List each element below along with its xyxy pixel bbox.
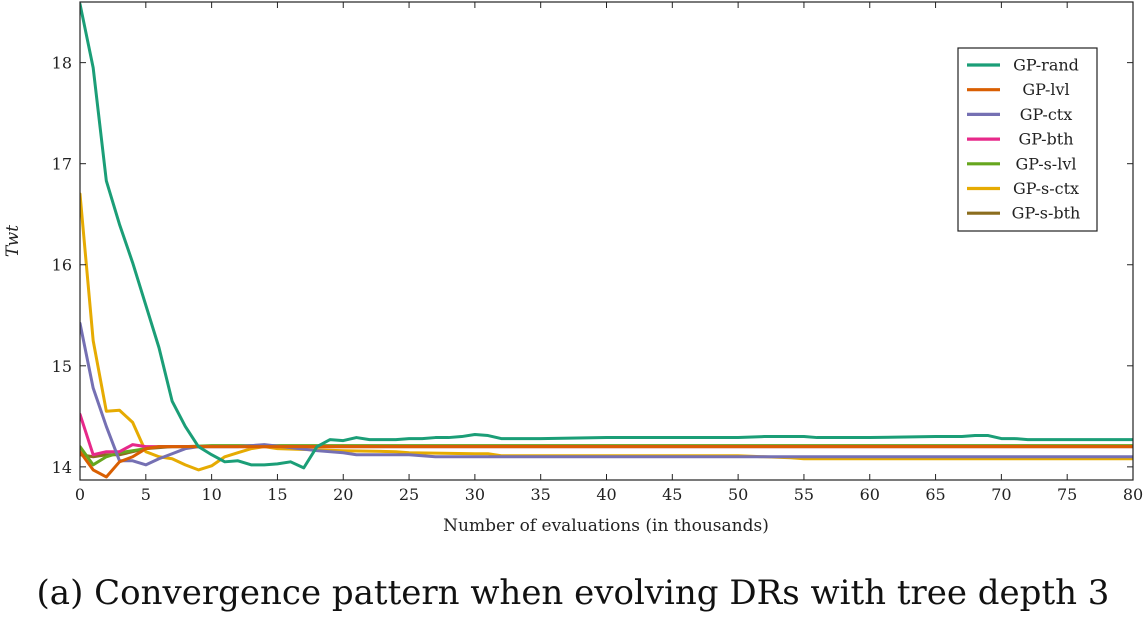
- legend-label-gp-s-lvl: GP-s-lvl: [1016, 154, 1077, 173]
- x-tick-label: 80: [1123, 485, 1143, 504]
- legend-label-gp-s-bth: GP-s-bth: [1012, 204, 1081, 223]
- legend-label-gp-bth: GP-bth: [1018, 130, 1073, 149]
- x-tick-label: 60: [860, 485, 880, 504]
- x-tick-label: 5: [141, 485, 151, 504]
- x-tick-label: 15: [267, 485, 287, 504]
- y-tick-label: 18: [52, 54, 72, 73]
- x-axis: 0 5 10 15 20 25 30 35 40 45 50 55 60 65 70 75 80: [75, 2, 1143, 504]
- series-line-gp-rand: [80, 2, 1133, 470]
- x-tick-label: 25: [399, 485, 419, 504]
- y-tick-label: 14: [52, 458, 72, 477]
- y-axis: 14 15 16 17 18: [52, 54, 1133, 477]
- series-line-gp-lvl: [80, 445, 1133, 479]
- series-layer: [80, 2, 1133, 479]
- legend-label-gp-lvl: GP-lvl: [1022, 80, 1069, 99]
- x-axis-label: Number of evaluations (in thousands): [443, 516, 769, 536]
- y-tick-label: 17: [52, 155, 72, 174]
- legend: GP-rand GP-lvl GP-ctx GP-bth GP-s-lvl GP-s-ct…: [957, 47, 1098, 232]
- y-axis-label: Twt: [3, 225, 23, 257]
- x-tick-label: 30: [465, 485, 485, 504]
- x-tick-label: 20: [333, 485, 353, 504]
- y-tick-label: 15: [52, 357, 72, 376]
- legend-label-gp-s-ctx: GP-s-ctx: [1013, 179, 1079, 198]
- x-tick-label: 40: [596, 485, 616, 504]
- x-tick-label: 35: [531, 485, 551, 504]
- x-tick-label: 75: [1057, 485, 1077, 504]
- legend-label-gp-ctx: GP-ctx: [1020, 105, 1073, 124]
- figure-caption: (a) Convergence pattern when evolving DR…: [37, 573, 1110, 613]
- x-tick-label: 55: [794, 485, 814, 504]
- y-tick-label: 16: [52, 256, 72, 275]
- x-tick-label: 50: [728, 485, 748, 504]
- x-tick-label: 65: [925, 485, 945, 504]
- x-tick-label: 10: [201, 485, 221, 504]
- x-tick-label: 45: [662, 485, 682, 504]
- x-tick-label: 0: [75, 485, 85, 504]
- series-line-gp-ctx: [80, 321, 1133, 467]
- x-tick-label: 70: [991, 485, 1011, 504]
- legend-label-gp-rand: GP-rand: [1013, 56, 1079, 75]
